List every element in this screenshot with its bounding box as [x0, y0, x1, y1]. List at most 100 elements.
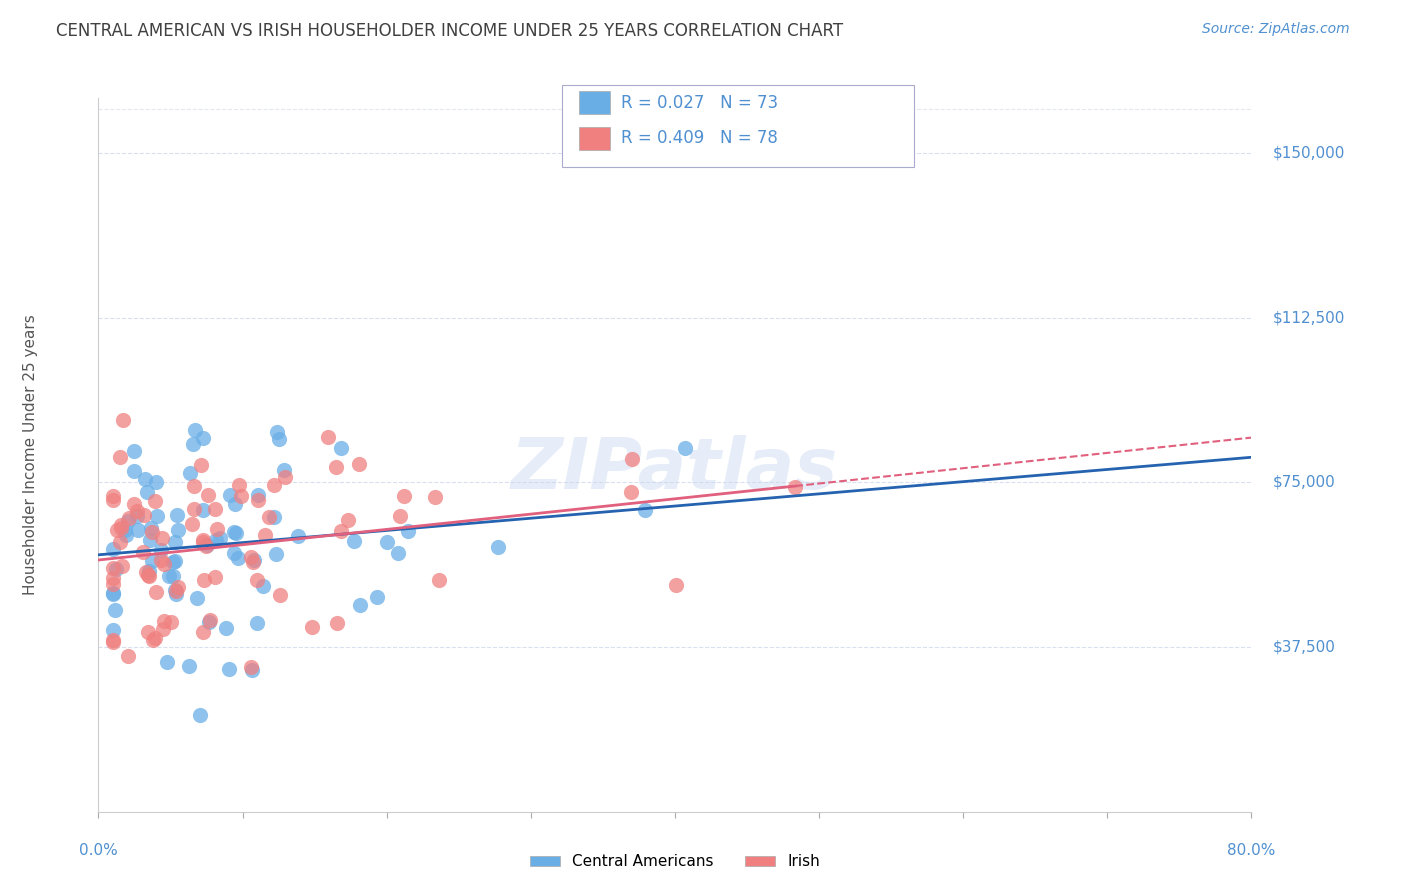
- Point: [226, 551, 249, 566]
- Point: [153, 614, 176, 628]
- Point: [156, 655, 179, 669]
- Point: [266, 425, 288, 439]
- Point: [326, 615, 349, 630]
- Point: [274, 470, 297, 484]
- Text: R = 0.409   N = 78: R = 0.409 N = 78: [621, 129, 779, 147]
- Point: [115, 528, 138, 542]
- Point: [166, 580, 188, 594]
- Point: [122, 497, 145, 511]
- Point: [105, 562, 128, 576]
- Point: [218, 488, 240, 502]
- Point: [101, 635, 124, 649]
- Point: [117, 511, 139, 525]
- Point: [165, 587, 187, 601]
- Text: $150,000: $150,000: [1272, 145, 1344, 161]
- Point: [142, 633, 165, 648]
- Point: [136, 625, 159, 640]
- Point: [139, 533, 162, 547]
- Point: [257, 510, 280, 524]
- Point: [108, 534, 131, 549]
- Point: [149, 542, 172, 557]
- Text: Householder Income Under 25 years: Householder Income Under 25 years: [24, 315, 38, 595]
- Point: [122, 464, 145, 478]
- Point: [141, 554, 163, 568]
- Point: [153, 557, 176, 571]
- Point: [195, 539, 218, 553]
- Point: [254, 528, 277, 542]
- Text: R = 0.027   N = 73: R = 0.027 N = 73: [621, 94, 779, 112]
- Point: [427, 574, 450, 588]
- Point: [138, 569, 160, 583]
- Point: [486, 540, 509, 554]
- Point: [180, 516, 202, 531]
- Point: [205, 533, 228, 548]
- Point: [101, 576, 124, 591]
- Point: [330, 524, 353, 538]
- Point: [145, 508, 167, 523]
- Point: [184, 423, 207, 437]
- Point: [186, 591, 208, 606]
- Point: [101, 571, 124, 585]
- Point: [117, 514, 139, 528]
- Point: [135, 565, 157, 579]
- Point: [138, 564, 160, 578]
- Point: [207, 522, 229, 536]
- Point: [198, 615, 221, 629]
- Point: [222, 524, 245, 539]
- Point: [264, 548, 287, 562]
- Point: [247, 493, 270, 508]
- Point: [101, 587, 124, 601]
- Point: [179, 466, 201, 480]
- Point: [387, 546, 409, 560]
- Point: [166, 508, 188, 523]
- Point: [125, 508, 148, 523]
- Point: [157, 569, 180, 583]
- Point: [246, 573, 269, 587]
- Text: $37,500: $37,500: [1272, 640, 1336, 655]
- Point: [110, 517, 132, 532]
- Point: [263, 510, 285, 524]
- Point: [101, 624, 124, 638]
- Point: [165, 584, 187, 599]
- Point: [209, 531, 232, 545]
- Point: [160, 615, 183, 629]
- Point: [104, 602, 127, 616]
- Point: [222, 546, 245, 560]
- Point: [204, 502, 226, 516]
- Point: [111, 413, 134, 427]
- Point: [167, 523, 190, 537]
- Point: [101, 586, 124, 600]
- Point: [191, 535, 214, 549]
- Point: [247, 488, 270, 502]
- Point: [240, 550, 263, 565]
- Point: [114, 524, 136, 538]
- Point: [141, 521, 163, 535]
- Point: [125, 503, 148, 517]
- Point: [263, 477, 285, 491]
- Point: [132, 545, 155, 559]
- Point: [252, 579, 274, 593]
- Point: [634, 503, 657, 517]
- Point: [337, 513, 360, 527]
- Point: [165, 535, 187, 549]
- Point: [224, 497, 246, 511]
- Point: [179, 658, 201, 673]
- Point: [240, 660, 263, 674]
- Point: [134, 472, 156, 486]
- Point: [343, 533, 366, 548]
- Point: [197, 487, 219, 501]
- Point: [673, 442, 696, 456]
- Point: [204, 570, 226, 584]
- Point: [188, 707, 211, 722]
- Point: [193, 503, 215, 517]
- Point: [396, 524, 419, 538]
- Point: [347, 458, 370, 472]
- Text: Source: ZipAtlas.com: Source: ZipAtlas.com: [1202, 22, 1350, 37]
- Point: [183, 478, 205, 492]
- Point: [190, 458, 212, 473]
- Text: CENTRAL AMERICAN VS IRISH HOUSEHOLDER INCOME UNDER 25 YEARS CORRELATION CHART: CENTRAL AMERICAN VS IRISH HOUSEHOLDER IN…: [56, 22, 844, 40]
- Point: [423, 491, 446, 505]
- Point: [145, 631, 167, 645]
- Point: [240, 663, 263, 677]
- Point: [141, 524, 163, 539]
